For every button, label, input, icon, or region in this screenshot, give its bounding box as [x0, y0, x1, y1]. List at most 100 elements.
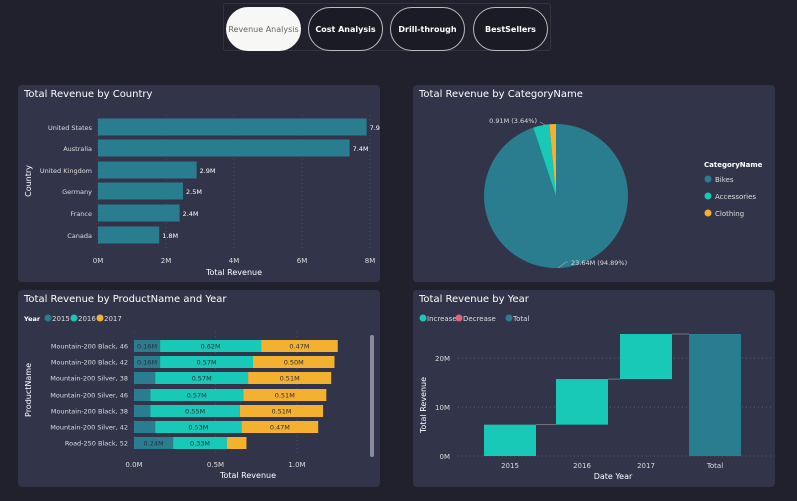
y-axis-title: Country [24, 165, 33, 197]
data-label: 0.62M [201, 343, 221, 351]
x-tick-label: 2015 [501, 462, 519, 470]
pie-slice-accessories [533, 124, 556, 196]
leader-line [539, 121, 547, 126]
y-tick-label: Mountain-200 Black, 38 [51, 408, 128, 416]
bar-segment-2016 [160, 356, 253, 368]
legend-item: Total [512, 315, 529, 323]
legend-marker [419, 314, 427, 322]
bar-germany [98, 182, 183, 200]
bar-segment-2017 [243, 389, 327, 401]
tab-revenue-analysis[interactable]: Revenue Analysis [226, 7, 301, 51]
pie-slice-clothing [549, 124, 556, 196]
bar-segment-2017 [252, 356, 335, 368]
bar-united-kingdom [98, 161, 197, 179]
legend-title: CategoryName [704, 161, 763, 169]
tab-drill-through[interactable]: Drill-through [390, 7, 465, 51]
chart-title: Total Revenue by ProductName and Year [24, 294, 227, 305]
bar-segment-2015 [134, 356, 161, 368]
legend-item: Increase [427, 315, 457, 323]
x-tick-label: 0.5M [207, 461, 224, 469]
legend-marker [70, 314, 78, 322]
bar-segment-2016 [173, 437, 227, 449]
data-label: 0.16M [137, 359, 157, 367]
legend-item: Clothing [715, 210, 744, 218]
y-tick-label: Germany [62, 188, 92, 196]
bar-segment-2017 [248, 372, 332, 384]
data-label: 2.4M [183, 210, 199, 218]
y-tick-label: United Kingdom [40, 167, 92, 175]
category-chart-panel: Total Revenue by CategoryName 23.64M (94… [413, 85, 775, 282]
waterfall-bar-2015 [484, 424, 536, 456]
scrollbar[interactable] [370, 335, 374, 457]
data-label: 0.55M [185, 408, 205, 416]
category-pie-chart: 23.64M (94.89%) 0.91M (3.64%) CategoryName… [484, 117, 763, 269]
chart-title: Total Revenue by CategoryName [419, 89, 583, 100]
bar-segment-2015 [134, 421, 156, 433]
y-tick-label: Mountain-200 Black, 46 [51, 343, 128, 351]
data-label: 2.9M [200, 167, 216, 175]
y-tick-label: Mountain-200 Silver, 42 [50, 424, 128, 432]
country-bar-chart: 0M 2M 4M 6M 8M United States 7.9M Australia 7.4M… [24, 115, 380, 277]
legend-marker [96, 314, 104, 322]
tab-bestsellers[interactable]: BestSellers [473, 7, 548, 51]
country-chart-panel: Total Revenue by Country 0M 2M 4M 6M 8M Unite… [18, 85, 380, 282]
bar-segment-2016 [150, 405, 240, 417]
y-axis-title: ProductName [24, 363, 33, 417]
bar-segment-2015 [134, 340, 161, 352]
bar-segment-2017 [261, 340, 338, 352]
x-axis-title: Date Year [594, 472, 633, 481]
y-tick-label: Mountain-200 Silver, 46 [50, 392, 128, 400]
bar-segment-2015 [134, 405, 151, 417]
bar-segment-2015 [134, 389, 151, 401]
bar-segment-2016 [155, 421, 242, 433]
data-label: 0.33M [190, 440, 210, 448]
x-tick-label: 2016 [573, 462, 591, 470]
y-tick-label: Mountain-200 Black, 42 [51, 359, 128, 367]
y-tick-label: France [70, 210, 92, 218]
data-label: 0.53M [188, 424, 208, 432]
y-tick-label: Canada [67, 232, 92, 240]
legend-marker [704, 175, 712, 183]
x-axis-title: Total Revenue [219, 471, 276, 480]
bar-canada [98, 226, 160, 244]
x-axis-title: Total Revenue [205, 268, 262, 277]
data-label: 2.5M [186, 188, 202, 196]
y-tick-label: Road-250 Black, 52 [65, 440, 128, 448]
x-tick-label: 8M [365, 257, 376, 265]
x-tick-label: 2017 [637, 462, 655, 470]
bar-france [98, 204, 180, 222]
data-label: 0.57M [196, 359, 216, 367]
legend-marker [44, 314, 52, 322]
x-tick-label: 0M [93, 257, 104, 265]
legend-title: Year [23, 315, 41, 323]
y-axis-title: Total Revenue [419, 377, 428, 434]
data-label: 7.4M [353, 145, 369, 153]
bar-united-states [98, 118, 367, 136]
year-chart-panel: Total Revenue by Year Increase Decrease To… [413, 290, 775, 487]
legend-marker [455, 314, 463, 322]
data-label: 0.51M [271, 408, 291, 416]
bar-australia [98, 139, 350, 157]
bar-segment-2017 [241, 421, 319, 433]
bar-segment-2016 [155, 372, 249, 384]
data-label: 0.57M [187, 392, 207, 400]
tab-cost-analysis[interactable]: Cost Analysis [308, 7, 383, 51]
x-tick-label: 4M [229, 257, 240, 265]
legend-marker [704, 209, 712, 217]
waterfall-bar-2016 [556, 379, 608, 425]
bar-segment-2016 [150, 389, 244, 401]
bar-segment-2015 [134, 437, 174, 449]
data-label: 0.47M [270, 424, 290, 432]
legend-item: Bikes [715, 176, 734, 184]
legend-item: 2015 [52, 315, 70, 323]
legend-item: 2016 [78, 315, 96, 323]
data-label: 1.8M [162, 232, 178, 240]
x-tick-label: Total [706, 462, 723, 470]
bar-segment-2017 [239, 405, 324, 417]
leader-line [557, 261, 568, 269]
data-label: 0.51M [280, 375, 300, 383]
data-label: 0.51M [275, 392, 295, 400]
data-label: 0.57M [192, 375, 212, 383]
y-tick-label: 10M [435, 404, 450, 412]
x-tick-label: 1.0M [288, 461, 305, 469]
